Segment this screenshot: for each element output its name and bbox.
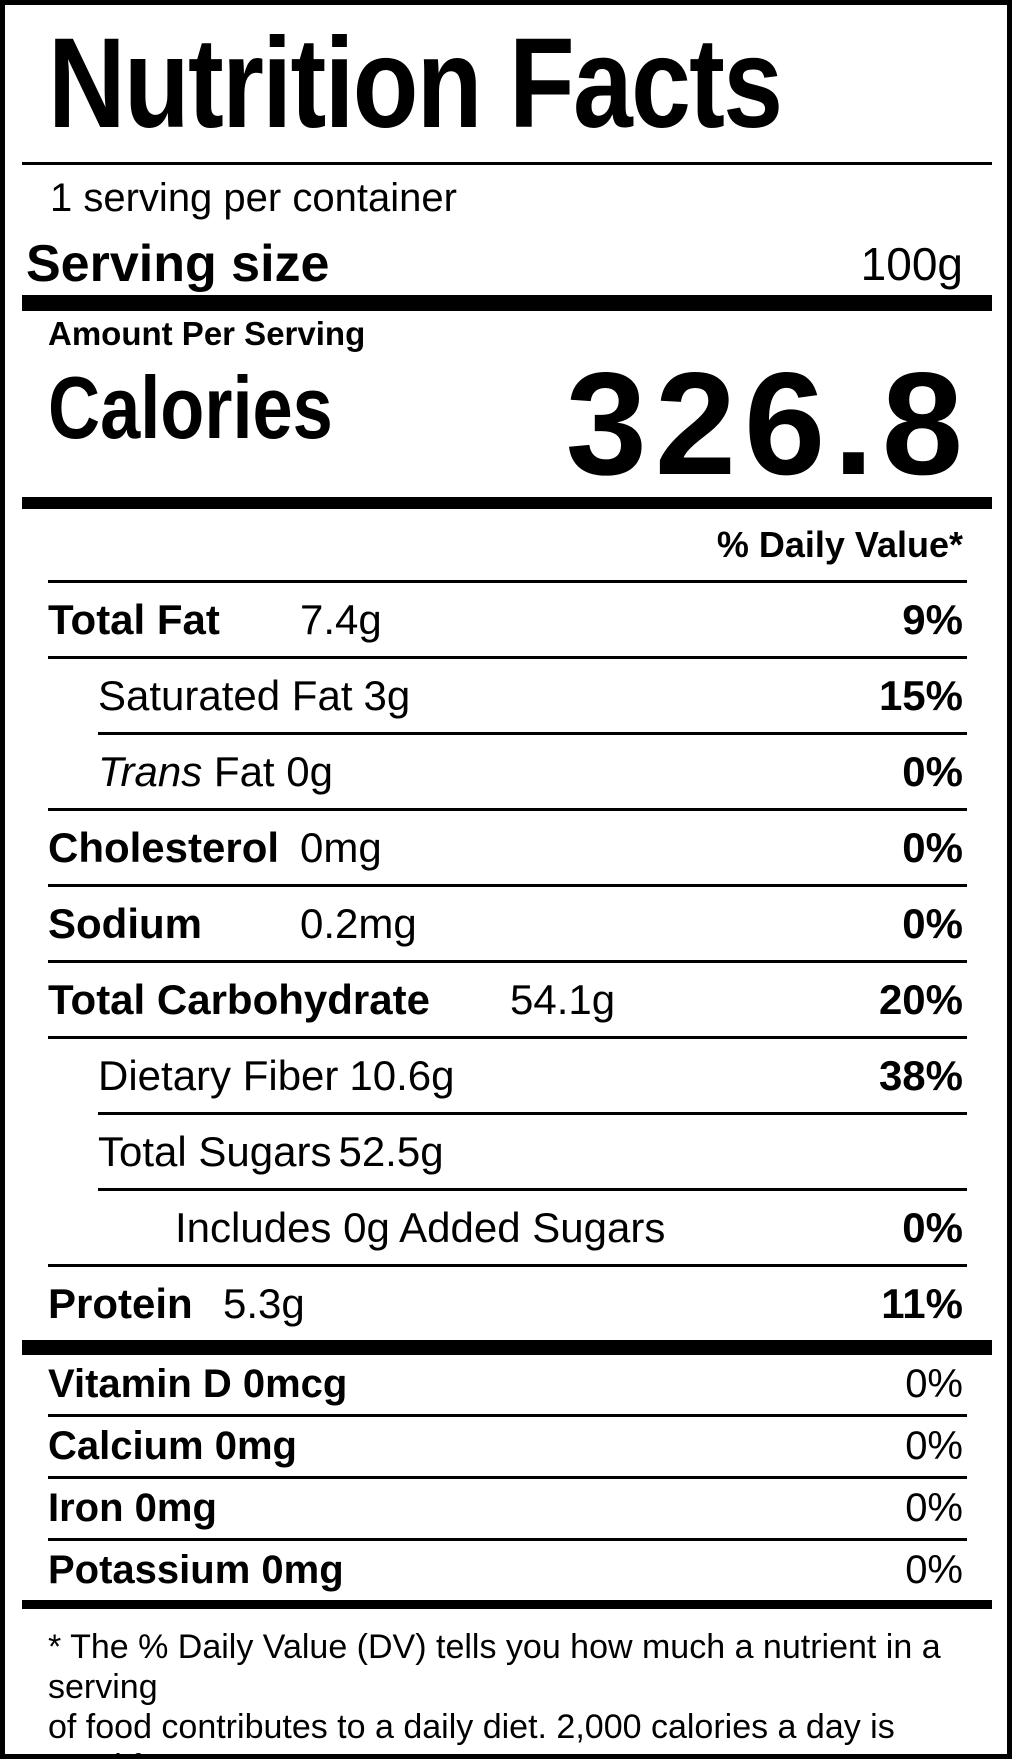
nutrient-amount: 52.5g <box>338 1127 444 1175</box>
nutrient-name: Total Sugars 52.5g <box>98 1127 444 1175</box>
nutrient-row-cholesterol: Cholesterol 0mg 0% <box>5 811 1007 884</box>
micronutrient-dv: 0% <box>905 1362 963 1406</box>
daily-value-header: % Daily Value* <box>716 523 963 565</box>
nutrient-amount: 0.2mg <box>300 899 417 947</box>
serving-size-value: 100g <box>860 237 963 290</box>
thick-bar-calories <box>22 497 992 509</box>
footnote-line: of food contributes to a daily diet. 2,0… <box>48 1708 895 1754</box>
nutrient-dv: 0% <box>902 1203 963 1251</box>
micronutrient-row-iron: Iron 0mg 0% <box>5 1479 1007 1538</box>
nutrient-dv: 20% <box>878 975 963 1023</box>
nutrient-amount: 10.6g <box>349 1051 455 1099</box>
micronutrient-name: Calcium 0mg <box>48 1424 297 1468</box>
nutrient-name: Saturated Fat 3g <box>98 671 411 719</box>
label-title: Nutrition Facts <box>48 11 783 155</box>
nutrient-dv: 15% <box>878 671 963 719</box>
nutrient-name: Includes 0g Added Sugars <box>175 1203 666 1251</box>
serving-size-label: Serving size <box>26 234 330 293</box>
nutrient-row-dietary-fiber: Dietary Fiber 10.6g 38% <box>5 1039 1007 1112</box>
micronutrient-row-potassium: Potassium 0mg 0% <box>5 1541 1007 1600</box>
calories-label: Calories <box>48 358 333 457</box>
daily-value-footnote: * The % Daily Value (DV) tells you how m… <box>5 1609 1007 1754</box>
divider <box>48 1538 967 1541</box>
micronutrient-dv: 0% <box>905 1548 963 1592</box>
nutrient-amount: 5.3g <box>223 1279 305 1327</box>
servings-per-container: 1 serving per container <box>50 176 457 220</box>
divider <box>48 580 967 583</box>
nutrient-name: Sodium <box>48 899 202 947</box>
calories-value: 326.8 <box>565 342 971 505</box>
divider <box>98 1188 967 1191</box>
nutrient-row-added-sugars: Includes 0g Added Sugars 0% <box>5 1191 1007 1264</box>
nutrient-row-sodium: Sodium 0.2mg 0% <box>5 887 1007 960</box>
footnote-line: * The % Daily Value (DV) tells you how m… <box>48 1628 941 1706</box>
nutrient-dv: 9% <box>902 595 963 643</box>
divider <box>98 1112 967 1115</box>
thick-bar-serving <box>22 295 992 311</box>
nutrient-name: Total Carbohydrate <box>48 975 430 1023</box>
nutrient-dv: 0% <box>902 747 963 795</box>
nutrient-row-trans-fat: Trans Fat 0g 0% <box>5 735 1007 808</box>
micronutrient-row-calcium: Calcium 0mg 0% <box>5 1417 1007 1476</box>
nutrient-row-protein: Protein 5.3g 11% <box>5 1267 1007 1340</box>
amount-per-serving-label: Amount Per Serving <box>48 315 366 352</box>
micronutrient-dv: 0% <box>905 1424 963 1468</box>
nutrient-amount: 7.4g <box>300 595 382 643</box>
nutrient-name: Dietary Fiber 10.6g <box>98 1051 455 1099</box>
nutrient-dv: 0% <box>902 823 963 871</box>
divider <box>48 656 967 659</box>
divider <box>48 960 967 963</box>
nutrient-amount: 54.1g <box>510 975 616 1023</box>
nutrient-row-total-fat: Total Fat 7.4g 9% <box>5 583 1007 656</box>
footnote-divider-bar <box>22 1600 992 1609</box>
serving-size-row: Serving size 100g <box>5 232 1007 295</box>
nutrient-dv: 11% <box>881 1279 963 1327</box>
nutrient-name: Trans Fat 0g <box>98 747 333 795</box>
calories-row: Calories 326.8 <box>5 351 1007 497</box>
nutrient-name: Protein <box>48 1279 193 1327</box>
micronutrient-name: Iron 0mg <box>48 1486 217 1530</box>
nutrient-dv: 38% <box>878 1051 963 1099</box>
divider <box>48 884 967 887</box>
thick-bar-protein <box>22 1340 992 1355</box>
divider <box>48 1036 967 1039</box>
micronutrient-row-vitamin-d: Vitamin D 0mcg 0% <box>5 1355 1007 1414</box>
nutrient-name: Cholesterol <box>48 823 280 871</box>
title-block: Nutrition Facts <box>5 5 1007 162</box>
divider <box>98 732 967 735</box>
nutrient-name: Total Fat <box>48 595 220 643</box>
divider <box>48 1414 967 1417</box>
nutrient-amount: 0mg <box>300 823 382 871</box>
divider <box>48 808 967 811</box>
micronutrient-name: Vitamin D 0mcg <box>48 1362 348 1406</box>
title-divider <box>22 162 992 165</box>
nutrient-row-saturated-fat: Saturated Fat 3g 15% <box>5 659 1007 732</box>
micronutrient-dv: 0% <box>905 1486 963 1530</box>
nutrient-dv: 0% <box>902 899 963 947</box>
nutrient-row-total-carbohydrate: Total Carbohydrate 54.1g 20% <box>5 963 1007 1036</box>
nutrient-amount: 3g <box>363 671 411 719</box>
divider <box>48 1264 967 1267</box>
nutrient-row-total-sugars: Total Sugars 52.5g <box>5 1115 1007 1188</box>
micronutrient-name: Potassium 0mg <box>48 1548 344 1592</box>
divider <box>48 1476 967 1479</box>
